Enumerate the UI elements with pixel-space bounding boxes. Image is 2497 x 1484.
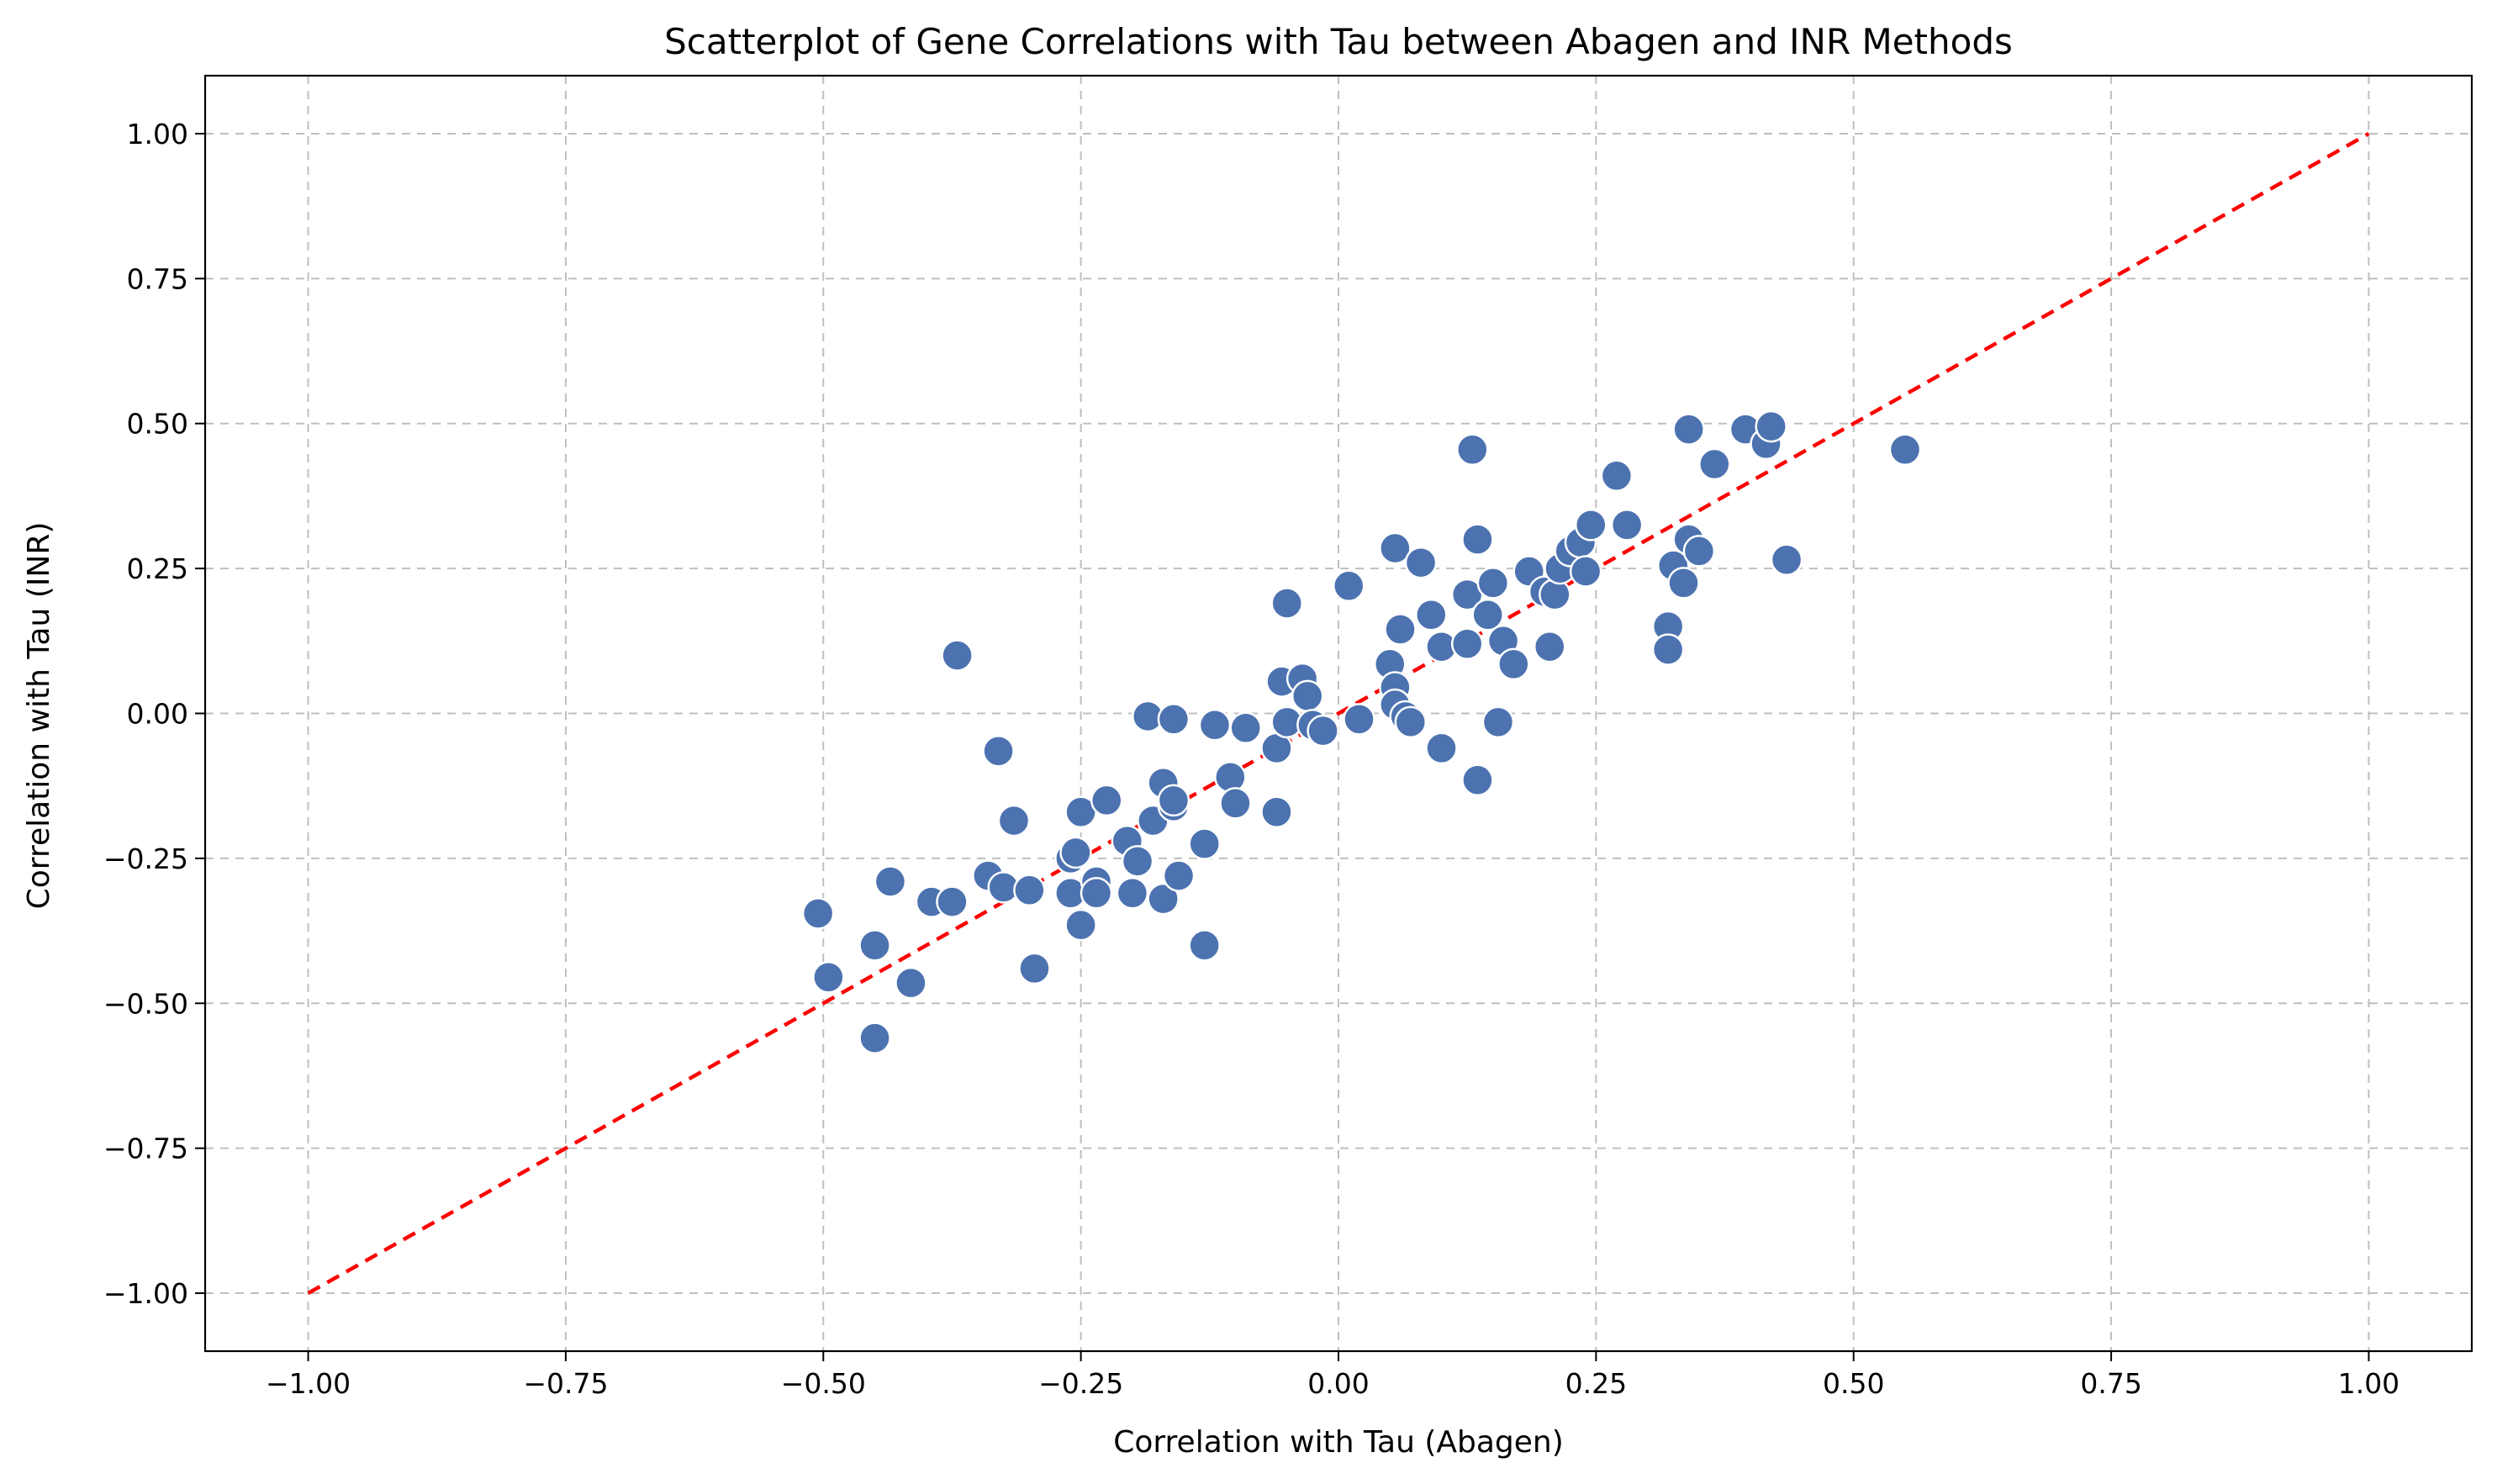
data-point (1229, 711, 1262, 744)
data-point (1415, 599, 1448, 631)
data-point (1384, 613, 1417, 646)
data-point (858, 929, 891, 962)
data-point (858, 1022, 891, 1054)
data-point (1682, 535, 1716, 568)
data-point (1147, 882, 1180, 916)
data-point (874, 865, 907, 898)
x-tick-label: 0.50 (1823, 1367, 1884, 1400)
y-tick-label: −0.25 (103, 842, 188, 875)
data-point (1888, 433, 1922, 467)
x-tick-label: −0.75 (523, 1367, 608, 1400)
data-point (1188, 827, 1221, 860)
y-tick-label: −0.75 (103, 1133, 188, 1165)
data-point (1260, 795, 1293, 828)
data-point (1013, 874, 1046, 907)
data-point (1667, 567, 1700, 599)
data-point (1610, 509, 1644, 541)
data-point (1569, 555, 1602, 588)
chart-title: Scatterplot of Gene Correlations with Ta… (664, 21, 2013, 62)
y-tick-label: 0.50 (127, 408, 188, 441)
data-point (801, 897, 835, 930)
data-point (936, 885, 969, 918)
data-point (1476, 567, 1510, 599)
data-point (1651, 633, 1685, 666)
data-point (982, 735, 1015, 768)
x-tick-label: 0.75 (2080, 1367, 2141, 1400)
x-tick-label: 0.00 (1307, 1367, 1369, 1400)
data-point (895, 966, 927, 1000)
y-tick-label: −0.50 (103, 987, 188, 1020)
data-point (1481, 705, 1515, 739)
data-point (812, 960, 845, 994)
x-tick-label: −1.00 (266, 1367, 351, 1400)
data-point (1090, 784, 1123, 817)
data-point (1471, 599, 1504, 631)
data-point (1219, 787, 1252, 820)
data-point (1059, 836, 1092, 869)
data-point (997, 804, 1031, 837)
y-tick-label: 0.75 (127, 262, 188, 295)
reference-line-group (307, 131, 2370, 1296)
data-points (801, 409, 1922, 1054)
data-point (1425, 731, 1458, 765)
data-point (1018, 952, 1051, 985)
data-point (1270, 587, 1303, 620)
data-point (1116, 877, 1149, 910)
data-point (1188, 929, 1221, 962)
data-point (1307, 714, 1339, 747)
data-point (1394, 705, 1428, 739)
grid-lines (205, 76, 2472, 1351)
data-point (1770, 543, 1803, 577)
x-axis-ticks: −1.00 −0.75 −0.50 −0.25 0.00 0.25 0.50 0.75 1.00 (266, 1351, 2399, 1400)
data-point (1121, 845, 1154, 878)
x-tick-label: 1.00 (2338, 1367, 2399, 1400)
y-axis-ticks: −1.00 −0.75 −0.50 −0.25 0.00 0.25 0.50 0.75 1.00 (103, 118, 205, 1310)
data-point (1379, 531, 1412, 565)
data-point (1456, 433, 1489, 467)
x-tick-label: −0.50 (781, 1367, 866, 1400)
data-point (1574, 509, 1607, 541)
y-tick-label: 1.00 (127, 118, 188, 151)
data-point (1214, 761, 1247, 794)
y-axis-label: Correlation with Tau (INR) (22, 522, 56, 910)
data-point (1404, 546, 1438, 579)
data-point (1291, 679, 1324, 713)
data-point (1672, 413, 1705, 446)
y-tick-label: 0.00 (127, 698, 188, 731)
y-tick-label: −1.00 (103, 1277, 188, 1310)
data-point (1080, 877, 1113, 910)
data-point (1198, 709, 1232, 742)
data-point (941, 639, 974, 672)
data-point (1157, 703, 1190, 736)
data-point (1343, 703, 1375, 736)
x-tick-label: −0.25 (1038, 1367, 1123, 1400)
data-point (1333, 569, 1365, 603)
reference-line (307, 131, 2370, 1296)
data-point (1450, 627, 1484, 661)
data-point (1162, 859, 1196, 892)
x-tick-label: 0.25 (1565, 1367, 1627, 1400)
x-axis-label: Correlation with Tau (Abagen) (1113, 1425, 1564, 1460)
data-point (1539, 578, 1571, 611)
data-point (1755, 409, 1787, 443)
data-point (1157, 784, 1190, 817)
data-point (1064, 908, 1097, 942)
data-point (1533, 630, 1566, 663)
data-point (1600, 459, 1634, 493)
data-point (1698, 447, 1731, 481)
data-point (1497, 647, 1530, 681)
y-tick-label: 0.25 (127, 552, 188, 585)
data-point (1461, 523, 1494, 556)
data-point (1461, 763, 1494, 797)
